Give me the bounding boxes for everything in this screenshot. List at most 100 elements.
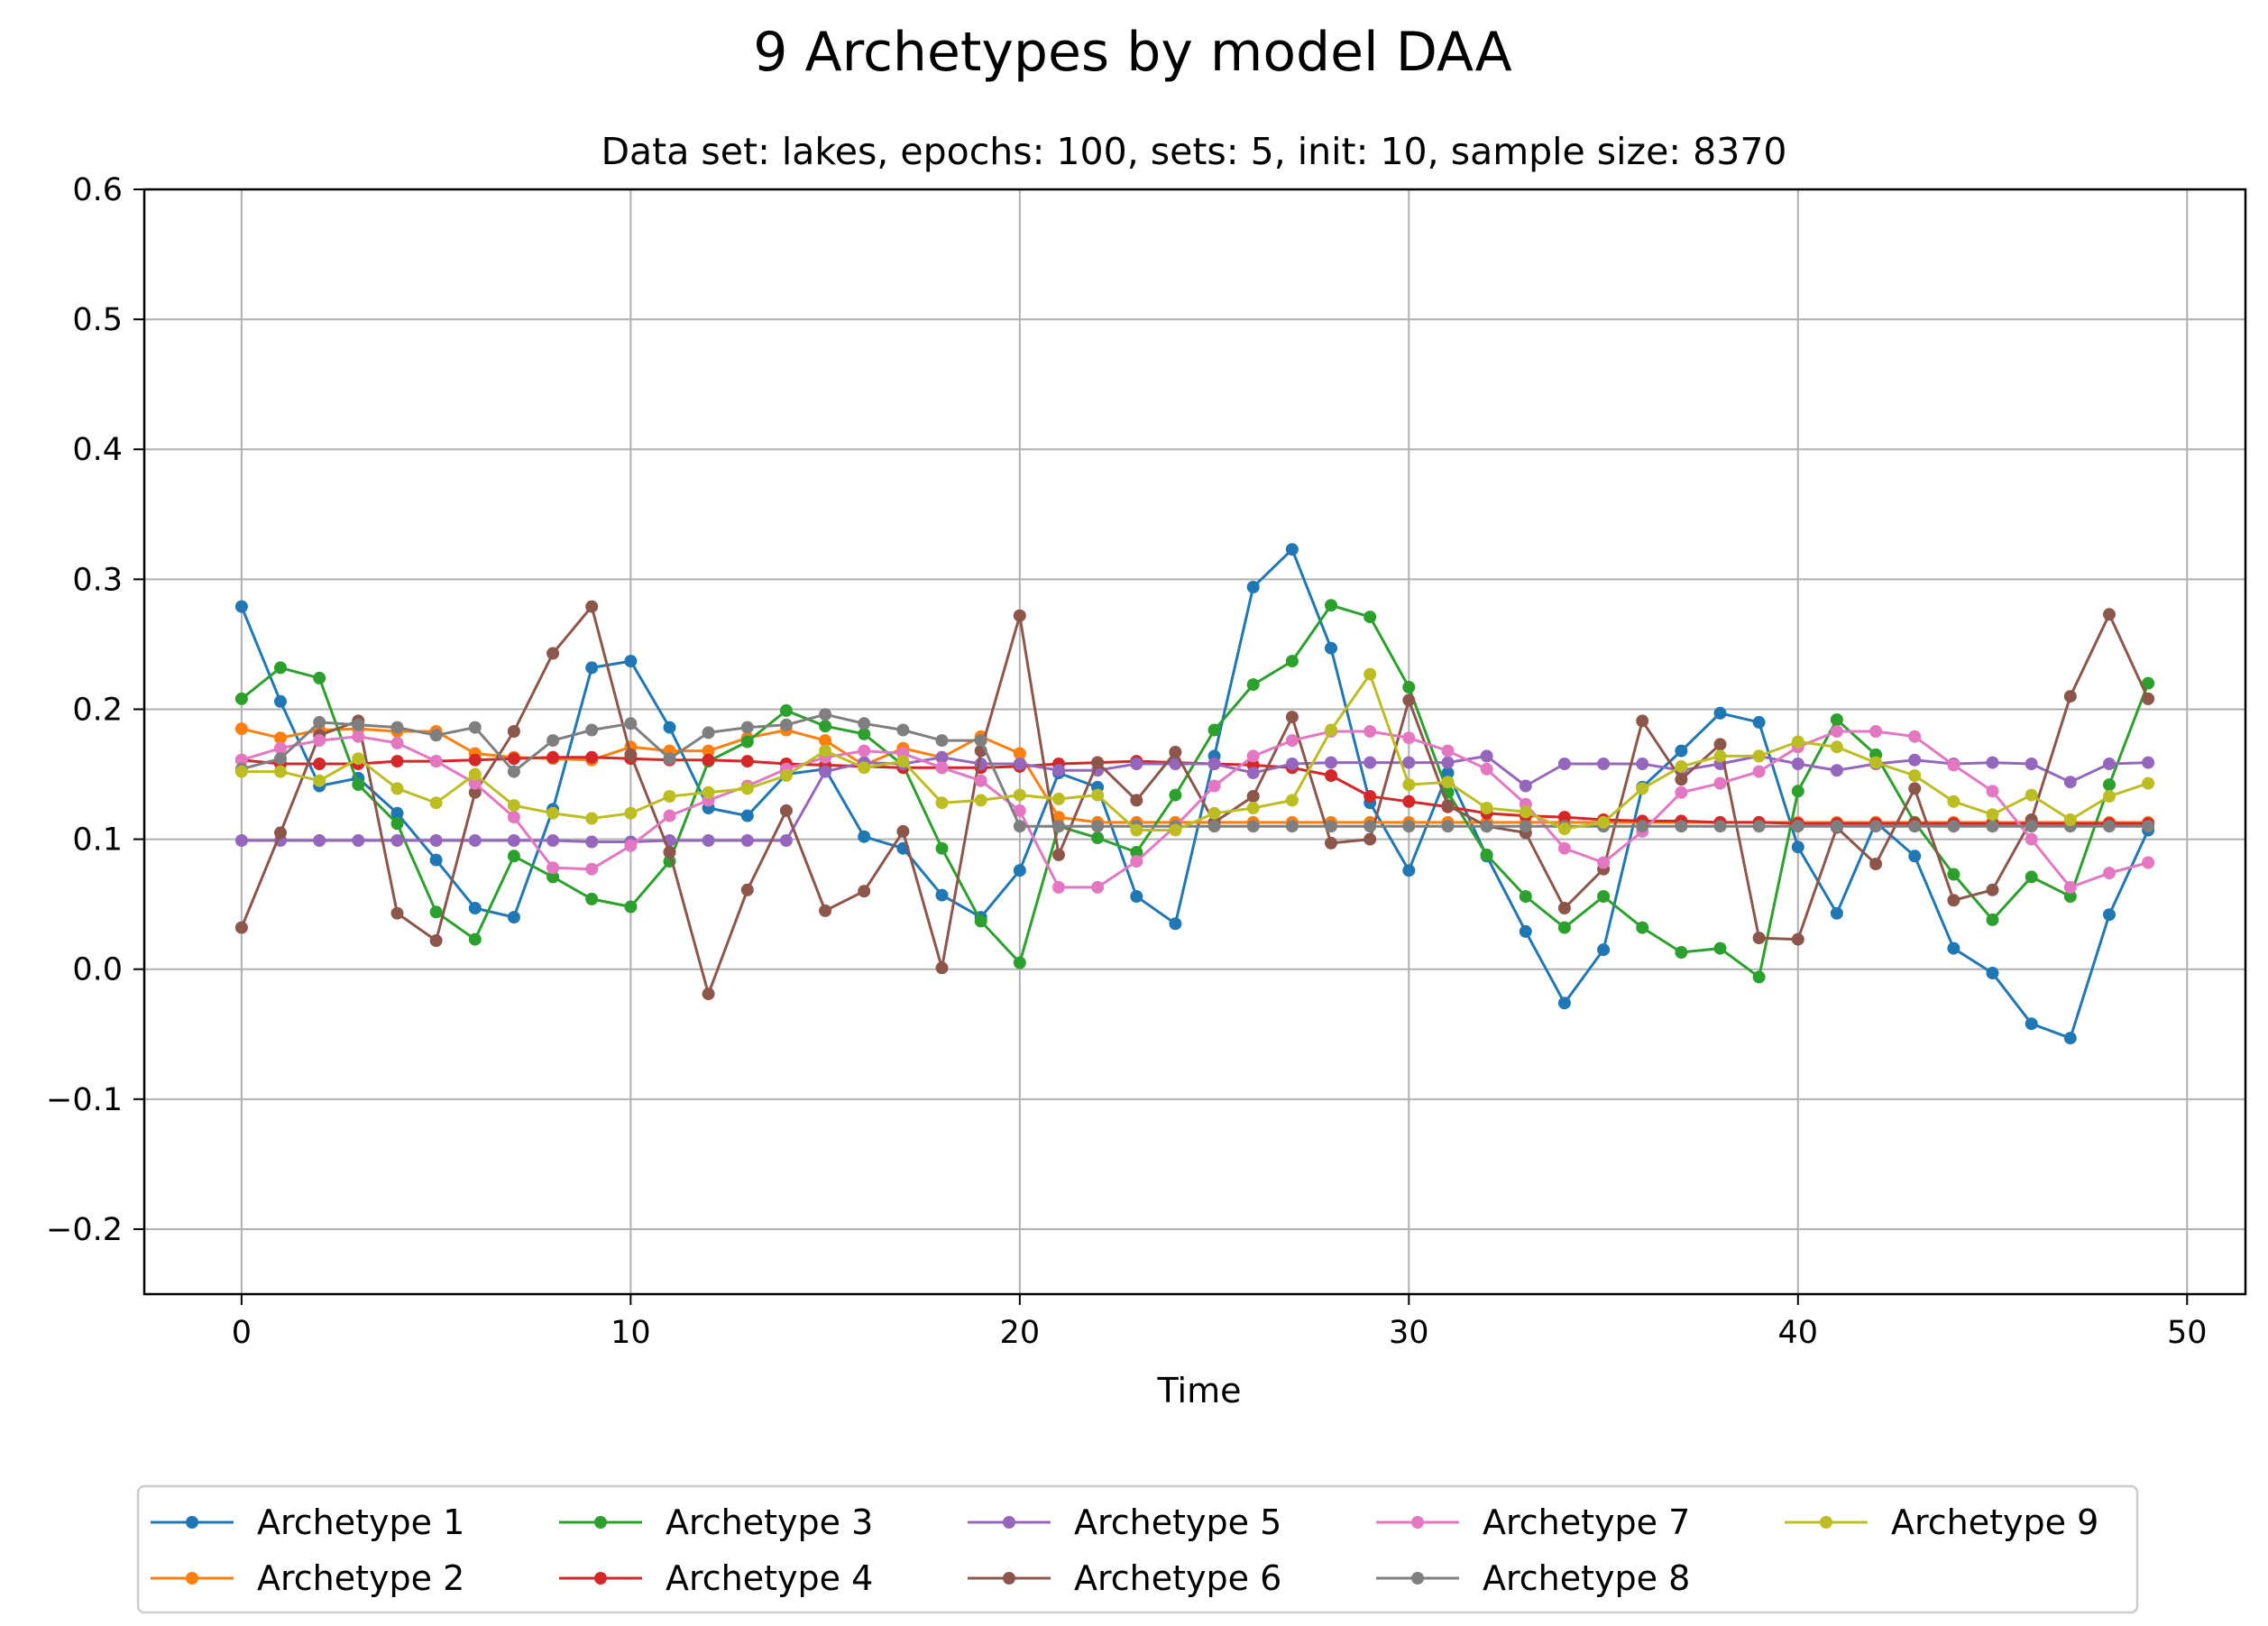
data-point <box>585 892 599 905</box>
x-tick-label: 50 <box>2167 1315 2208 1351</box>
legend-swatch-marker <box>1411 1516 1424 1529</box>
chart-title: 9 Archetypes by model DAA <box>753 21 1511 84</box>
legend-swatch-marker <box>186 1516 198 1529</box>
data-point <box>1013 804 1026 817</box>
series-2 <box>234 722 2155 829</box>
data-point <box>546 861 560 875</box>
data-point <box>1402 820 1416 833</box>
data-point <box>1675 759 1688 773</box>
legend-item: Archetype 7 <box>1376 1502 1690 1542</box>
series-line <box>241 673 2149 831</box>
data-point <box>1557 841 1571 855</box>
legend-label: Archetype 7 <box>1483 1502 1690 1542</box>
data-point <box>1480 848 1493 861</box>
data-point <box>1364 611 1377 624</box>
data-point <box>1285 655 1299 668</box>
x-tick-label: 0 <box>232 1315 252 1351</box>
data-point <box>585 862 599 876</box>
data-point <box>313 671 326 684</box>
legend-label: Archetype 5 <box>1074 1502 1281 1542</box>
data-point <box>585 600 599 613</box>
data-point <box>1830 740 1843 754</box>
data-point <box>274 741 287 755</box>
data-point <box>1557 997 1571 1010</box>
data-point <box>624 717 638 730</box>
data-point <box>1091 788 1105 802</box>
data-point <box>2103 608 2116 621</box>
series-1 <box>234 543 2155 1045</box>
data-point <box>779 804 793 817</box>
data-point <box>1052 880 1065 894</box>
data-point <box>546 806 560 820</box>
data-point <box>546 834 560 847</box>
data-point <box>2103 820 2116 833</box>
legend-item: Archetype 4 <box>559 1558 873 1598</box>
data-point <box>585 723 599 737</box>
series-9 <box>234 667 2155 837</box>
data-point <box>1364 756 1377 769</box>
data-point <box>1869 756 1883 769</box>
data-point <box>2142 856 2155 869</box>
legend-item: Archetype 5 <box>968 1502 1281 1542</box>
legend-item: Archetype 2 <box>151 1558 464 1598</box>
series-line <box>241 730 2149 889</box>
data-point <box>468 834 482 847</box>
y-tick-label: −0.2 <box>46 1212 123 1248</box>
data-point <box>352 752 365 766</box>
data-point <box>468 932 482 946</box>
data-point <box>1713 738 1727 751</box>
data-point <box>819 720 832 733</box>
data-point <box>935 761 949 775</box>
y-tick-label: 0.5 <box>72 302 123 338</box>
series-line <box>240 547 2150 1040</box>
data-point <box>352 834 365 847</box>
data-point <box>663 790 676 803</box>
data-point <box>1947 868 1960 881</box>
legend-item: Archetype 1 <box>151 1502 464 1542</box>
series-line <box>241 712 2149 828</box>
data-point <box>468 785 482 799</box>
legend-item: Archetype 8 <box>1376 1558 1690 1598</box>
data-point <box>429 755 443 768</box>
data-point <box>819 734 832 748</box>
data-point <box>740 782 754 795</box>
data-point <box>1013 747 1026 760</box>
data-point <box>896 723 910 737</box>
series-6 <box>234 600 2155 1001</box>
data-point <box>313 715 326 729</box>
series-3 <box>234 599 2155 984</box>
data-point <box>2063 776 2077 789</box>
data-point <box>468 753 482 767</box>
data-point <box>2142 756 2155 769</box>
data-point <box>1169 746 1182 758</box>
legend-label: Archetype 6 <box>1074 1558 1281 1598</box>
data-point <box>2103 790 2116 803</box>
data-point <box>935 961 949 975</box>
data-point <box>1752 715 1766 729</box>
data-point <box>468 767 482 781</box>
legend-swatch-marker <box>1003 1516 1015 1529</box>
data-point <box>1091 756 1105 769</box>
data-point <box>1869 725 1883 738</box>
data-point <box>2063 813 2077 826</box>
data-point <box>1519 924 1532 938</box>
data-point <box>1908 782 1922 795</box>
legend-swatch-marker <box>594 1516 607 1529</box>
legend-label: Archetype 3 <box>666 1502 873 1542</box>
data-point <box>507 911 520 924</box>
data-point <box>779 703 793 717</box>
chart-subtitle: Data set: lakes, epochs: 100, sets: 5, i… <box>601 130 1786 173</box>
data-point <box>585 812 599 825</box>
data-point <box>1364 667 1377 681</box>
data-point <box>1557 902 1571 914</box>
data-point <box>1285 794 1299 807</box>
data-point <box>1830 820 1843 833</box>
grid <box>144 188 2245 1294</box>
data-point <box>429 905 443 919</box>
data-point <box>1752 932 1766 945</box>
legend-label: Archetype 9 <box>1891 1502 2098 1542</box>
data-point <box>1402 795 1416 808</box>
data-point <box>234 921 248 934</box>
data-point <box>663 721 676 734</box>
data-point <box>234 753 248 767</box>
